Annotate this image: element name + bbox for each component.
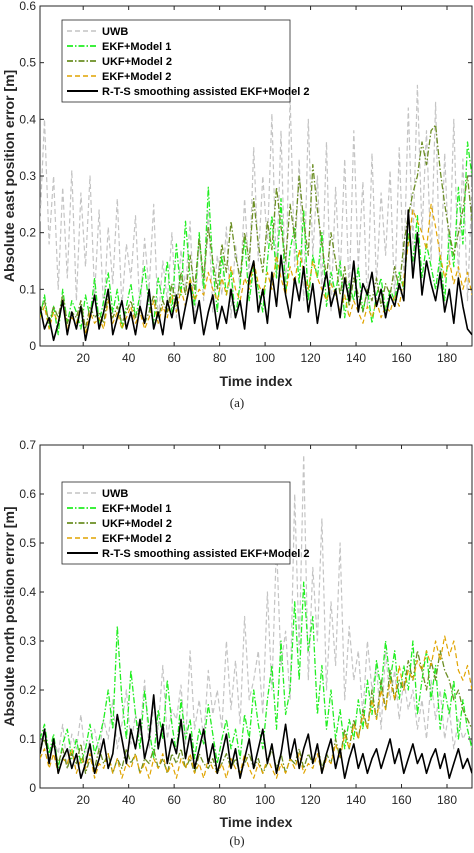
y-tick-label: 0.4: [19, 112, 36, 126]
legend-entry: EKF+Model 2: [102, 71, 171, 83]
chart-panel-1: 20 40 60 80 100 120 140 160 180 0 0.1 0.2 0.3 0.4 0.5 0…: [1, 0, 473, 410]
x-tick-label: 120: [301, 351, 321, 365]
legend-entry: EKF+Model 1: [102, 503, 171, 515]
legend-entry: R-T-S smoothing assisted EKF+Model 2: [102, 86, 310, 98]
legend-entry: UKF+Model 2: [102, 518, 172, 530]
y-tick-label: 0.6: [19, 0, 36, 13]
x-tick-label: 100: [255, 351, 275, 365]
legend-entry: EKF+Model 1: [102, 41, 171, 53]
x-tick-label: 40: [122, 351, 136, 365]
x-tick-label: 120: [301, 793, 321, 807]
panel-caption: (a): [230, 395, 244, 410]
x-tick-label: 60: [167, 793, 181, 807]
y-tick-label: 0.5: [19, 56, 36, 70]
x-tick-label: 140: [346, 351, 366, 365]
legend-entry: EKF+Model 2: [102, 533, 171, 545]
x-tick-label: 160: [392, 793, 412, 807]
series-line-2: [40, 581, 472, 770]
x-axis-label: Time index: [220, 373, 293, 389]
y-tick-label: 0.6: [19, 487, 36, 501]
x-tick-label: 180: [437, 793, 457, 807]
y-tick-label: 0.2: [19, 683, 36, 697]
y-tick-label: 0.1: [19, 732, 36, 746]
x-axis-label: Time index: [220, 814, 293, 830]
series-group: [40, 454, 472, 780]
series-line-1: [40, 454, 472, 770]
legend-entry: UWB: [102, 26, 128, 38]
legend: UWB EKF+Model 1 UKF+Model 2 EKF+Model 2 R-T-…: [61, 481, 310, 565]
y-tick-label: 0.3: [19, 169, 36, 183]
chart-panel-2: 20 40 60 80 100 120 140 160 180 0 0.1 0.2 0.3 0.4 0.5 0…: [1, 438, 473, 848]
x-tick-label: 80: [213, 793, 227, 807]
x-tick-label: 180: [437, 351, 457, 365]
x-tick-label: 20: [77, 351, 91, 365]
series-line-5: [40, 694, 472, 780]
legend-box: [61, 481, 291, 565]
y-tick-label: 0: [29, 339, 36, 353]
y-axis-label: Absolute east position error [m]: [1, 70, 17, 282]
legend-box: [61, 19, 291, 103]
x-tick-label: 100: [255, 793, 275, 807]
legend: UWB EKF+Model 1 UKF+Model 2 EKF+Model 2 R-T-…: [61, 19, 310, 103]
y-tick-label: 0.1: [19, 282, 36, 296]
legend-entry: UKF+Model 2: [102, 56, 172, 68]
legend-entry: UWB: [102, 488, 128, 500]
x-tick-label: 60: [167, 351, 181, 365]
y-tick-label: 0.3: [19, 634, 36, 648]
x-tick-label: 20: [77, 793, 91, 807]
y-axis-label: Absolute north position error [m]: [1, 506, 17, 726]
y-tick-label: 0.2: [19, 226, 36, 240]
x-tick-label: 80: [213, 351, 227, 365]
series-group: [40, 84, 472, 342]
series-line-4: [40, 635, 472, 779]
series-line-3: [40, 124, 472, 330]
legend-entry: R-T-S smoothing assisted EKF+Model 2: [102, 548, 310, 560]
series-line-1: [40, 84, 472, 324]
panel-caption: (b): [229, 833, 244, 848]
x-tick-label: 160: [392, 351, 412, 365]
y-tick-label: 0.5: [19, 536, 36, 550]
y-tick-label: 0.7: [19, 438, 36, 452]
x-tick-label: 140: [346, 793, 366, 807]
series-line-4: [40, 203, 472, 336]
series-line-5: [40, 209, 472, 342]
x-tick-label: 40: [122, 793, 136, 807]
y-tick-label: 0: [29, 781, 36, 795]
y-tick-label: 0.4: [19, 585, 36, 599]
